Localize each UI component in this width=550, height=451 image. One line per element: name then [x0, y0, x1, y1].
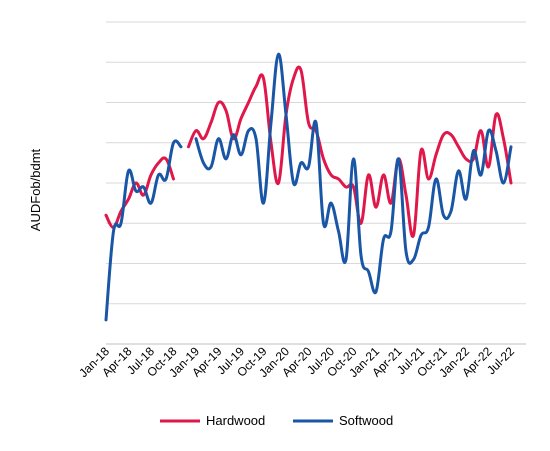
legend: Hardwood Softwood — [160, 413, 393, 428]
legend-label-softwood: Softwood — [339, 413, 393, 428]
series-line-softwood-segment-2 — [194, 52, 513, 295]
y-axis-label: AUDFob/bdmt — [28, 148, 43, 231]
series-line-hardwood-segment-1 — [104, 156, 175, 229]
x-axis-tick-labels: Jan-18Apr-18Jul-18Oct-18Jan-19Apr-19Jul-… — [76, 344, 517, 380]
gridlines — [106, 21, 526, 345]
series-line-softwood-segment-1 — [104, 139, 183, 322]
series-lines — [104, 52, 513, 322]
legend-label-hardwood: Hardwood — [206, 413, 265, 428]
